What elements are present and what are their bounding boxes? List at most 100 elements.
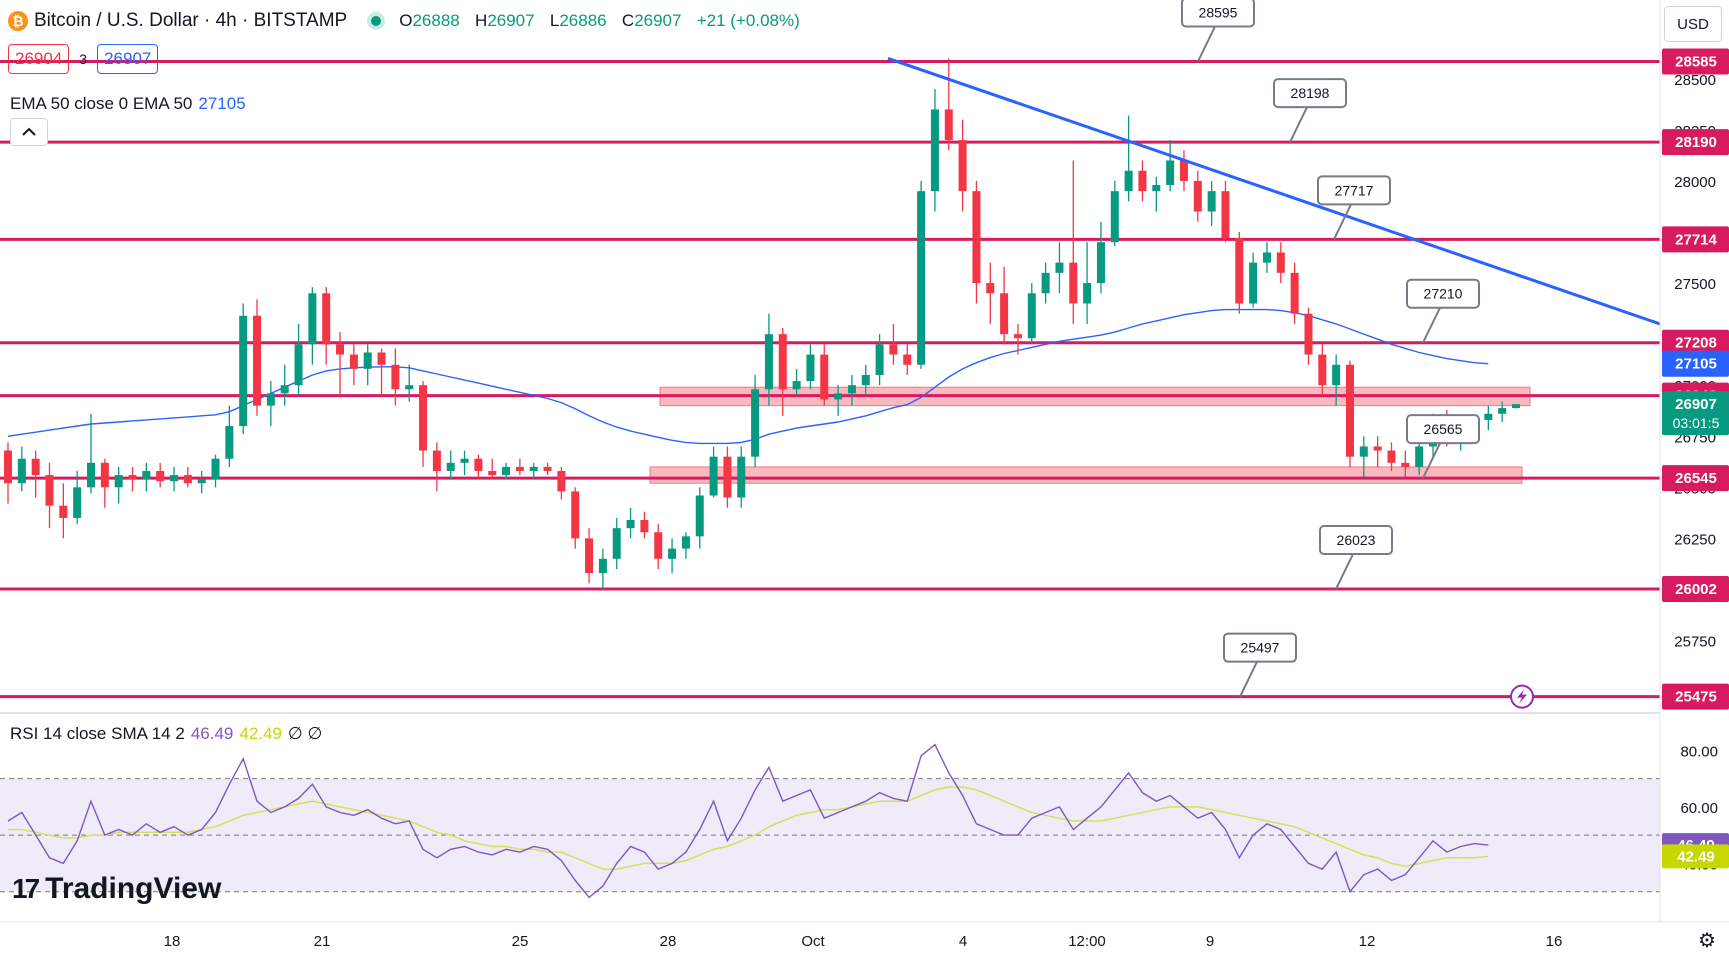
candle-body	[460, 458, 469, 463]
price-axis-badge	[1662, 350, 1729, 377]
currency-button[interactable]: USD	[1664, 6, 1722, 42]
candle-body	[1401, 462, 1410, 467]
candle-body	[1415, 446, 1424, 467]
time-tick-label: 12	[1359, 933, 1376, 950]
callout-label: 27210	[1424, 286, 1463, 302]
descending-trendline	[887, 56, 1661, 326]
candle-body	[806, 354, 815, 382]
callout-leader	[1335, 551, 1355, 590]
candle-body	[170, 475, 179, 482]
callout-leader	[1422, 440, 1442, 479]
rsi-tick-label: 80.00	[1680, 743, 1718, 760]
ohlc-key-close: C	[621, 11, 635, 30]
candle-body	[681, 536, 690, 549]
price-axis-badge-label: 26545	[1675, 470, 1717, 487]
candle-body	[626, 520, 635, 529]
lightning-icon	[1517, 689, 1527, 704]
ohlc-key-open: O	[399, 11, 413, 30]
candle-body	[253, 315, 262, 406]
candle-body	[612, 528, 621, 559]
candle-body	[917, 191, 926, 365]
sell-price-button[interactable]: 26904	[8, 44, 70, 74]
price-tick-label: 28500	[1674, 72, 1716, 89]
ohlc-low: 26886	[559, 11, 607, 30]
candle-body	[1512, 404, 1520, 409]
candle-body	[792, 381, 801, 390]
candle-body	[1249, 262, 1258, 304]
tradingview-logo: 17 TradingView	[12, 872, 221, 906]
candle-body	[557, 470, 566, 492]
candle-body	[1262, 252, 1271, 263]
candle-body	[87, 462, 96, 488]
price-axis-badge	[1662, 226, 1729, 253]
rsi-axis-badge	[1662, 844, 1729, 869]
candle-body	[294, 344, 303, 386]
candle-body	[1027, 293, 1036, 339]
candle-body	[1110, 191, 1119, 243]
price-axis-badge-label: 26002	[1675, 581, 1717, 598]
candle-body	[1304, 313, 1313, 355]
candle-body	[529, 466, 538, 471]
price-axis-badge-label: 27208	[1675, 335, 1717, 352]
ema-legend-label: EMA 50 close 0 EMA 50	[10, 94, 193, 113]
price-axis-badge	[1662, 391, 1729, 436]
price-tick-label: 25750	[1674, 634, 1716, 651]
time-tick-label: 25	[512, 933, 529, 950]
settings-icon[interactable]: ⚙	[1698, 930, 1716, 952]
candle-body	[1013, 334, 1022, 339]
buy-price-button[interactable]: 26907	[97, 44, 159, 74]
candlesticks	[4, 58, 1520, 590]
candle-body	[1138, 170, 1147, 192]
candle-body	[1179, 160, 1188, 181]
price-axis-badge	[1662, 576, 1729, 603]
candle-body	[972, 191, 981, 284]
candle-body	[363, 352, 372, 369]
candle-body	[1359, 446, 1368, 457]
candle-body	[1152, 185, 1161, 192]
rsi-sma-line	[8, 786, 1489, 870]
candle-body	[861, 374, 870, 386]
spread-value: 3	[79, 51, 88, 67]
tradingview-logo-mark: 17	[12, 873, 40, 904]
ema-legend-value: 27105	[198, 94, 246, 113]
candle-body	[1096, 242, 1105, 284]
rsi-legend[interactable]: RSI 14 close SMA 14 2 46.49 42.49 ∅ ∅	[10, 724, 322, 744]
rsi-legend-value: 46.49	[190, 724, 234, 743]
candle-body	[986, 283, 995, 294]
candle-body	[1069, 262, 1078, 304]
candle-body	[737, 456, 746, 498]
ema-legend[interactable]: EMA 50 close 0 EMA 50 27105	[10, 94, 246, 114]
candle-body	[100, 462, 109, 488]
rsi-sma-legend-value: 42.49	[239, 724, 282, 743]
candle-body	[225, 426, 234, 459]
candle-body	[944, 109, 953, 141]
candle-body	[1387, 450, 1396, 463]
callout-leader	[1289, 104, 1309, 143]
candle-body	[668, 548, 677, 559]
rsi-legend-label: RSI 14 close SMA 14 2	[10, 724, 185, 743]
candle-body	[266, 393, 275, 406]
candle-body	[1290, 272, 1299, 314]
candle-body	[640, 520, 649, 533]
ohlc-open: 26888	[412, 11, 460, 30]
price-axis-badge	[1662, 129, 1729, 156]
candle-body	[847, 385, 856, 394]
candle-body	[502, 466, 511, 476]
rsi-tick-label: 60.00	[1680, 800, 1718, 817]
time-tick-label: 4	[959, 933, 967, 950]
candle-body	[1166, 160, 1175, 186]
candle-body	[114, 475, 123, 488]
collapse-legend-button[interactable]	[10, 118, 48, 146]
candle-body	[1083, 283, 1092, 304]
time-tick-label: 16	[1546, 933, 1563, 950]
price-axis-badge	[1662, 683, 1729, 710]
symbol-title[interactable]: Bitcoin / U.S. Dollar · 4h · BITSTAMP	[34, 10, 348, 31]
candle-body	[764, 334, 773, 390]
candle-body	[377, 352, 386, 365]
candle-body	[280, 385, 289, 394]
candle-body	[1276, 252, 1285, 273]
candle-body	[349, 354, 358, 369]
time-tick-label: 18	[164, 933, 181, 950]
